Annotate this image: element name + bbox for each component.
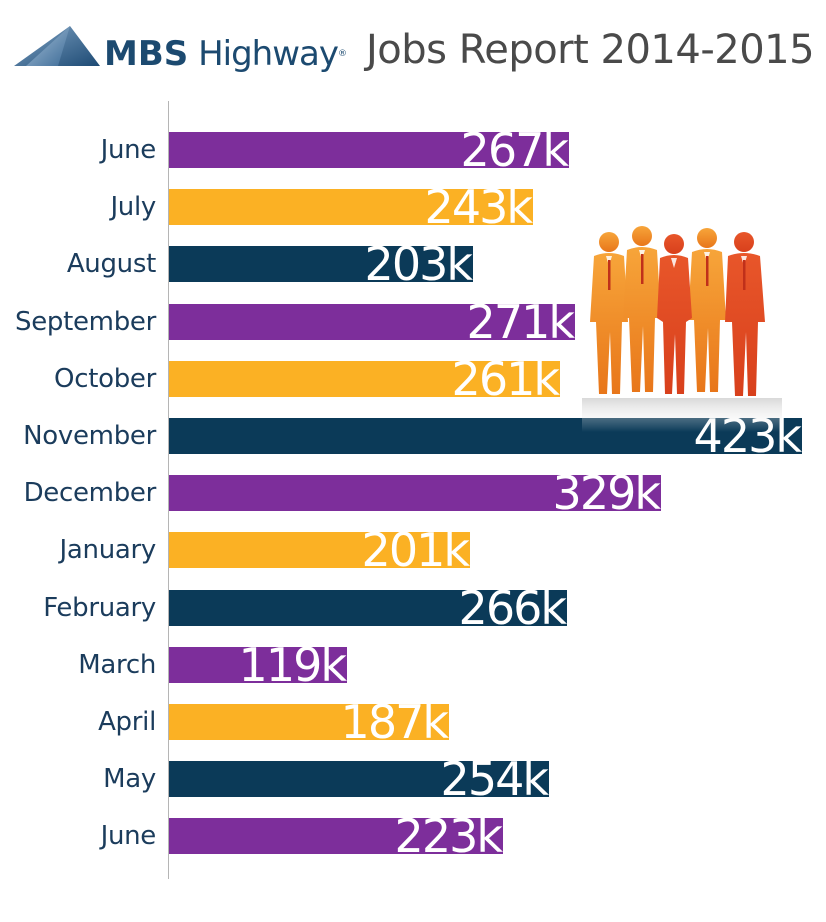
bar-value-label: 271k bbox=[466, 295, 575, 349]
logo-mountain-icon bbox=[14, 26, 100, 66]
category-label: December bbox=[23, 478, 157, 508]
bar-value-label: 254k bbox=[440, 752, 549, 806]
bar-value-label: 201k bbox=[361, 523, 470, 577]
bar-value-label: 329k bbox=[552, 466, 661, 520]
category-label: September bbox=[14, 307, 156, 337]
bar bbox=[169, 475, 661, 511]
bar bbox=[169, 361, 560, 397]
category-label: April bbox=[98, 707, 156, 737]
bar-value-label: 267k bbox=[460, 123, 569, 177]
category-label: March bbox=[78, 650, 156, 680]
brand-light: Highway bbox=[198, 34, 339, 74]
category-label: June bbox=[100, 135, 157, 165]
bar bbox=[169, 590, 567, 626]
brand-bold: MBS bbox=[104, 34, 189, 74]
bar bbox=[169, 246, 473, 282]
category-label: February bbox=[43, 593, 156, 623]
bar bbox=[169, 818, 503, 854]
category-label: July bbox=[110, 192, 156, 222]
bar-value-label: 266k bbox=[458, 581, 567, 635]
category-label: January bbox=[59, 535, 157, 565]
bar bbox=[169, 647, 347, 683]
bar bbox=[169, 132, 569, 168]
chart-title: Jobs Report 2014-2015 bbox=[366, 27, 815, 73]
bar-value-label: 119k bbox=[238, 638, 347, 692]
bar bbox=[169, 704, 449, 740]
bar-value-label: 243k bbox=[424, 180, 533, 234]
business-people-icon bbox=[582, 226, 782, 432]
bar bbox=[169, 761, 549, 797]
bar-value-label: 187k bbox=[340, 695, 449, 749]
category-label: June bbox=[100, 821, 157, 851]
bar bbox=[169, 189, 533, 225]
bar-value-label: 203k bbox=[364, 237, 473, 291]
category-label: November bbox=[23, 421, 156, 451]
category-label: October bbox=[54, 364, 156, 394]
bar bbox=[169, 532, 470, 568]
mbs-highway-logo: MBS Highway® bbox=[12, 22, 352, 78]
bar-value-label: 261k bbox=[451, 352, 560, 406]
bar bbox=[169, 304, 575, 340]
y-axis-line bbox=[168, 101, 169, 879]
registered-mark: ® bbox=[337, 49, 347, 59]
category-label: May bbox=[103, 764, 156, 794]
brand-name: MBS Highway® bbox=[104, 34, 347, 74]
category-label: August bbox=[66, 249, 156, 279]
bar-value-label: 223k bbox=[394, 809, 503, 863]
